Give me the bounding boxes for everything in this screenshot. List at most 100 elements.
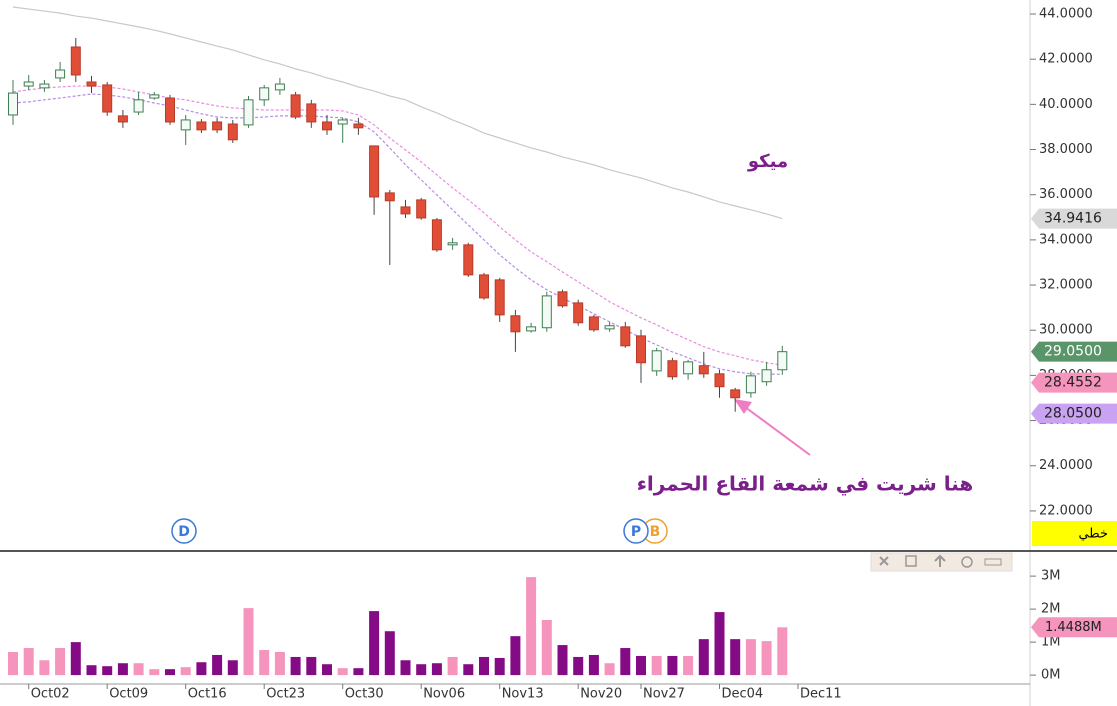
volume-bar bbox=[384, 631, 395, 676]
x-tick-label: Dec04 bbox=[722, 687, 764, 702]
candle-body bbox=[463, 244, 474, 276]
candle-body bbox=[86, 81, 97, 87]
price-label-box bbox=[1031, 372, 1117, 393]
y-tick-label: 38.0000 bbox=[1039, 142, 1093, 157]
candle-body bbox=[447, 242, 458, 246]
candle-body bbox=[384, 192, 395, 202]
volume-bar bbox=[353, 668, 364, 676]
candle-body bbox=[8, 92, 18, 116]
volume-bar bbox=[510, 636, 521, 676]
candle-body bbox=[714, 373, 725, 388]
candle-body bbox=[541, 295, 552, 329]
volume-bar bbox=[70, 642, 81, 676]
event-marker bbox=[171, 518, 197, 544]
event-label: P bbox=[631, 524, 641, 540]
x-tick-label: Nov27 bbox=[643, 687, 685, 702]
volume-bar bbox=[431, 663, 442, 676]
candle-body bbox=[196, 121, 207, 131]
candle-body bbox=[651, 350, 662, 372]
volume-bar bbox=[730, 639, 741, 676]
candle-body bbox=[667, 360, 678, 378]
close-icon[interactable] bbox=[879, 556, 889, 566]
volume-bar bbox=[212, 654, 223, 676]
candle-body bbox=[400, 206, 411, 215]
style-badge[interactable] bbox=[1032, 521, 1117, 546]
candle-body bbox=[353, 123, 364, 129]
volume-bar bbox=[400, 660, 411, 676]
candle-body bbox=[588, 316, 599, 331]
candle-body bbox=[243, 99, 254, 126]
candle-body bbox=[416, 199, 427, 219]
volume-bar bbox=[86, 665, 97, 676]
volume-bar bbox=[636, 655, 646, 676]
price-label-text: 28.0500 bbox=[1044, 406, 1102, 422]
volume-tick-label: 2M bbox=[1041, 602, 1061, 617]
price-label-box bbox=[1031, 341, 1117, 362]
candle-body bbox=[23, 81, 34, 87]
volume-bar bbox=[227, 660, 238, 676]
volume-bar bbox=[149, 669, 160, 676]
price-label: 28.0500 bbox=[1031, 403, 1117, 424]
x-tick-label: Dec11 bbox=[800, 687, 842, 702]
candle-body bbox=[604, 325, 615, 330]
volume-bar bbox=[573, 656, 584, 676]
settings-icon[interactable] bbox=[961, 556, 973, 568]
volume-bar bbox=[369, 611, 380, 676]
x-tick-label: Oct30 bbox=[345, 687, 384, 702]
candle-body bbox=[761, 369, 772, 383]
arrow bbox=[734, 399, 811, 456]
volume-bar bbox=[541, 620, 552, 676]
annotation: هنا شريت في شمعة القاع الحمراء bbox=[637, 472, 974, 497]
y-tick-label: 32.0000 bbox=[1039, 278, 1093, 293]
candle-body bbox=[290, 94, 301, 118]
x-tick-label: Oct02 bbox=[31, 687, 70, 702]
volume-bar bbox=[494, 657, 505, 676]
up-icon[interactable] bbox=[934, 554, 946, 567]
volume-bar bbox=[714, 612, 725, 676]
y-tick-label: 40.0000 bbox=[1039, 97, 1093, 112]
candle-body bbox=[777, 351, 788, 371]
volume-tick-label: 3M bbox=[1041, 569, 1061, 584]
volume-bar bbox=[274, 652, 285, 676]
x-tick-label: Nov06 bbox=[423, 687, 465, 702]
candle-body bbox=[306, 103, 317, 123]
volume-bar bbox=[683, 655, 694, 676]
volume-bar bbox=[557, 645, 568, 676]
y-tick-label: 24.0000 bbox=[1039, 458, 1093, 473]
candle-body bbox=[636, 335, 646, 364]
volume-bar bbox=[102, 666, 113, 676]
candle-body bbox=[620, 326, 631, 347]
candle-body bbox=[369, 145, 380, 198]
volume-bar bbox=[337, 668, 348, 676]
volume-bar bbox=[23, 648, 34, 676]
y-tick-label: 22.0000 bbox=[1039, 503, 1093, 518]
volume-toolbar[interactable] bbox=[870, 552, 1013, 572]
candle-body bbox=[117, 115, 128, 123]
more-icon[interactable] bbox=[984, 558, 1002, 566]
candle-body bbox=[274, 83, 285, 91]
candle-body bbox=[227, 123, 238, 141]
candle-body bbox=[431, 219, 442, 251]
x-tick-label: Oct09 bbox=[109, 687, 148, 702]
candle-body bbox=[479, 274, 489, 299]
volume-tick-label: 1M bbox=[1041, 635, 1061, 650]
volume-bar bbox=[447, 656, 458, 676]
maximize-icon[interactable] bbox=[905, 555, 917, 567]
y-tick-label: 42.0000 bbox=[1039, 52, 1093, 67]
candle-body bbox=[322, 121, 332, 131]
candle-body bbox=[180, 119, 191, 131]
candle-body bbox=[557, 291, 568, 307]
candle-body bbox=[212, 121, 223, 131]
y-tick-label: 34.0000 bbox=[1039, 232, 1093, 247]
price-label: 29.0500 bbox=[1031, 341, 1117, 362]
candle-body bbox=[526, 326, 537, 332]
volume-bar bbox=[133, 663, 144, 676]
price-label-text: 28.4552 bbox=[1044, 375, 1102, 391]
candle-body bbox=[165, 97, 175, 123]
moving-average bbox=[12, 6, 783, 220]
candle-body bbox=[133, 99, 144, 113]
toolbar-bg bbox=[870, 552, 1013, 572]
candle-body bbox=[730, 389, 741, 399]
event-label: B bbox=[650, 524, 661, 540]
